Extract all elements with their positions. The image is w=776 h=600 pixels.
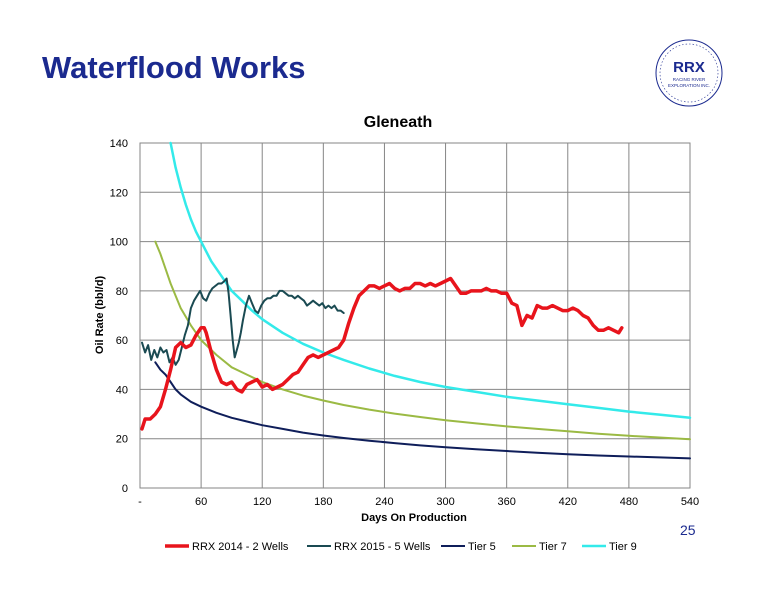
y-tick-label: 100 — [110, 237, 128, 249]
series-line-rrx-2015-5-wells — [141, 277, 345, 366]
legend-label: Tier 9 — [609, 541, 637, 553]
y-tick-label: 140 — [110, 138, 128, 150]
y-tick-label: 20 — [116, 434, 128, 446]
y-tick-label: 40 — [116, 384, 128, 396]
grid — [139, 142, 691, 489]
x-axis-label: Days On Production — [361, 512, 467, 524]
logo-subtitle-1: RACING RIVER — [673, 77, 706, 82]
x-tick-label: 240 — [375, 496, 393, 508]
page-number: 25 — [680, 522, 696, 538]
x-tick-label: 180 — [314, 496, 332, 508]
legend-label: Tier 5 — [468, 541, 496, 553]
tick-labels: 0 20 40 60 80 100 120 140 - 60 120 180 240 300 360 420 4… — [110, 138, 700, 508]
y-tick-label: 0 — [122, 483, 128, 495]
x-tick-label: 120 — [253, 496, 271, 508]
x-tick-label: 360 — [497, 496, 515, 508]
x-tick-label: 540 — [681, 496, 699, 508]
series-line-tier-9 — [169, 141, 692, 420]
legend-label: Tier 7 — [539, 541, 567, 553]
legend-label: RRX 2014 - 2 Wells — [192, 541, 289, 553]
x-tick-label: 480 — [620, 496, 638, 508]
x-tick-label: 300 — [436, 496, 454, 508]
logo-ring — [655, 39, 723, 107]
logo-subtitle-2: EXPLORATION INC. — [668, 83, 710, 88]
x-tick-label: - — [138, 496, 142, 508]
series-line-rrx-2014-2-wells — [140, 276, 624, 431]
series-line-tier-5 — [154, 361, 691, 460]
y-axis-label: Oil Rate (bbl/d) — [94, 276, 106, 355]
legend: RRX 2014 - 2 Wells RRX 2015 - 5 Wells Tier… — [165, 541, 637, 553]
slide-title: Waterflood Works — [42, 50, 306, 85]
series-lines — [140, 141, 692, 460]
y-tick-label: 120 — [110, 187, 128, 199]
y-tick-label: 80 — [116, 286, 128, 298]
logo-text: RRX — [673, 59, 705, 76]
chart-title: Gleneath — [364, 114, 432, 131]
x-tick-label: 420 — [559, 496, 577, 508]
plot-area — [139, 142, 691, 489]
y-tick-label: 60 — [116, 335, 128, 347]
x-tick-label: 60 — [195, 496, 207, 508]
series-line-tier-7 — [154, 240, 691, 441]
company-logo: RRX RACING RIVER EXPLORATION INC. — [648, 38, 730, 108]
logo-graphic: RRX RACING RIVER EXPLORATION INC. — [655, 39, 723, 107]
logo-ring-dotted — [659, 43, 719, 103]
legend-label: RRX 2015 - 5 Wells — [334, 541, 431, 553]
